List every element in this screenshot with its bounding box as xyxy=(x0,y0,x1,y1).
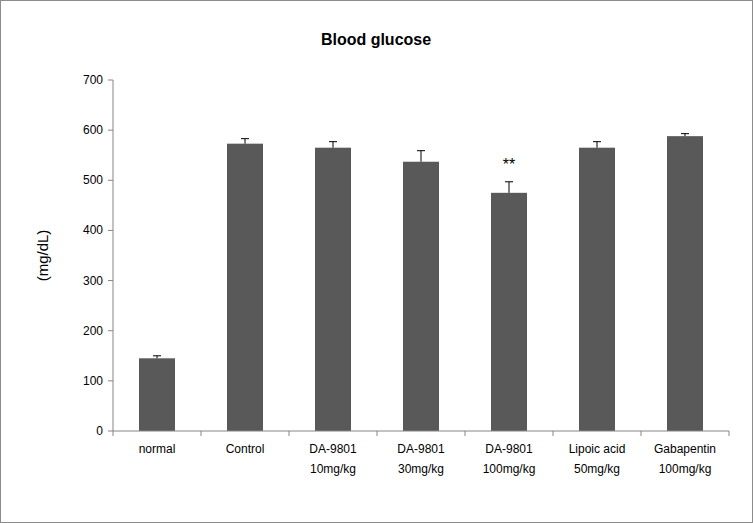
error-cap xyxy=(153,355,161,356)
x-tick-label-line: Control xyxy=(226,442,265,456)
error-cap xyxy=(505,181,513,182)
y-tick xyxy=(108,130,113,131)
error-cap xyxy=(329,141,337,142)
x-tick-label-line: 50mg/kg xyxy=(574,462,620,476)
y-tick-label: 0 xyxy=(96,424,103,438)
x-tick-label: normal xyxy=(139,442,176,456)
bar xyxy=(403,162,439,431)
x-tick-label: DA-9801 30mg/kg xyxy=(397,442,445,476)
error-bar xyxy=(153,356,161,359)
x-axis xyxy=(113,431,729,432)
x-tick-label-line: 100mg/kg xyxy=(659,462,712,476)
x-tick-label-line: normal xyxy=(139,442,176,456)
title: Blood glucose xyxy=(321,31,431,48)
chart-border xyxy=(1,1,753,523)
bar xyxy=(579,148,615,431)
error-bar xyxy=(505,182,513,193)
y-tick-label: 300 xyxy=(83,274,103,288)
error-bar xyxy=(593,142,601,148)
y-tick-label: 500 xyxy=(83,173,103,187)
x-tick xyxy=(113,431,114,436)
y-tick xyxy=(108,230,113,231)
y-axis-label: (mg/dL) xyxy=(34,230,51,282)
y-tick xyxy=(108,80,113,81)
x-tick-label: Control xyxy=(226,442,265,456)
x-tick xyxy=(465,431,466,436)
y-tick-label: 400 xyxy=(83,223,103,237)
x-tick-label-line: Gabapentin xyxy=(654,442,716,456)
error-cap xyxy=(417,150,425,151)
error-line xyxy=(421,151,422,162)
y-tick xyxy=(108,330,113,331)
y-axis xyxy=(113,80,114,431)
x-tick xyxy=(641,431,642,436)
y-tick xyxy=(108,431,113,432)
error-cap xyxy=(241,138,249,139)
y-tick-label: 200 xyxy=(83,324,103,338)
error-cap xyxy=(681,133,689,134)
x-tick-label-line: DA-9801 xyxy=(485,442,533,456)
x-tick xyxy=(289,431,290,436)
error-line xyxy=(509,182,510,193)
annotation: ** xyxy=(503,156,515,173)
x-tick-label-line: DA-9801 xyxy=(309,442,357,456)
y-tick-label: 100 xyxy=(83,374,103,388)
error-line xyxy=(333,142,334,148)
bar xyxy=(315,148,351,431)
bar xyxy=(227,144,263,431)
y-tick-label: 600 xyxy=(83,123,103,137)
x-tick xyxy=(729,431,730,436)
bars xyxy=(139,134,703,431)
error-bar xyxy=(681,134,689,137)
x-tick-label: DA-9801 100mg/kg xyxy=(483,442,536,476)
x-tick-label-line: 100mg/kg xyxy=(483,462,536,476)
x-tick-label: DA-9801 10mg/kg xyxy=(309,442,357,476)
x-tick-label-line: DA-9801 xyxy=(397,442,445,456)
error-bar xyxy=(241,139,249,144)
x-tick xyxy=(201,431,202,436)
error-line xyxy=(597,142,598,148)
error-line xyxy=(245,139,246,144)
bar xyxy=(667,136,703,431)
error-bar xyxy=(329,142,337,148)
x-tick-label: Lipoic acid 50mg/kg xyxy=(569,442,626,476)
y-tick xyxy=(108,280,113,281)
chart: Blood glucose (mg/dL) 0 100 200 300 400 500 600 7… xyxy=(0,0,753,523)
x-tick-label: Gabapentin 100mg/kg xyxy=(654,442,716,476)
y-tick-label: 700 xyxy=(83,73,103,87)
error-bar xyxy=(417,151,425,162)
bar xyxy=(491,193,527,431)
bar xyxy=(139,358,175,431)
error-cap xyxy=(593,141,601,142)
x-tick xyxy=(553,431,554,436)
y-tick xyxy=(108,180,113,181)
x-tick xyxy=(377,431,378,436)
y-tick xyxy=(108,380,113,381)
x-tick-label-line: Lipoic acid xyxy=(569,442,626,456)
chart-container: Blood glucose (mg/dL) 0 100 200 300 400 500 600 7… xyxy=(0,0,753,523)
x-tick-label-line: 10mg/kg xyxy=(310,462,356,476)
x-tick-label-line: 30mg/kg xyxy=(398,462,444,476)
